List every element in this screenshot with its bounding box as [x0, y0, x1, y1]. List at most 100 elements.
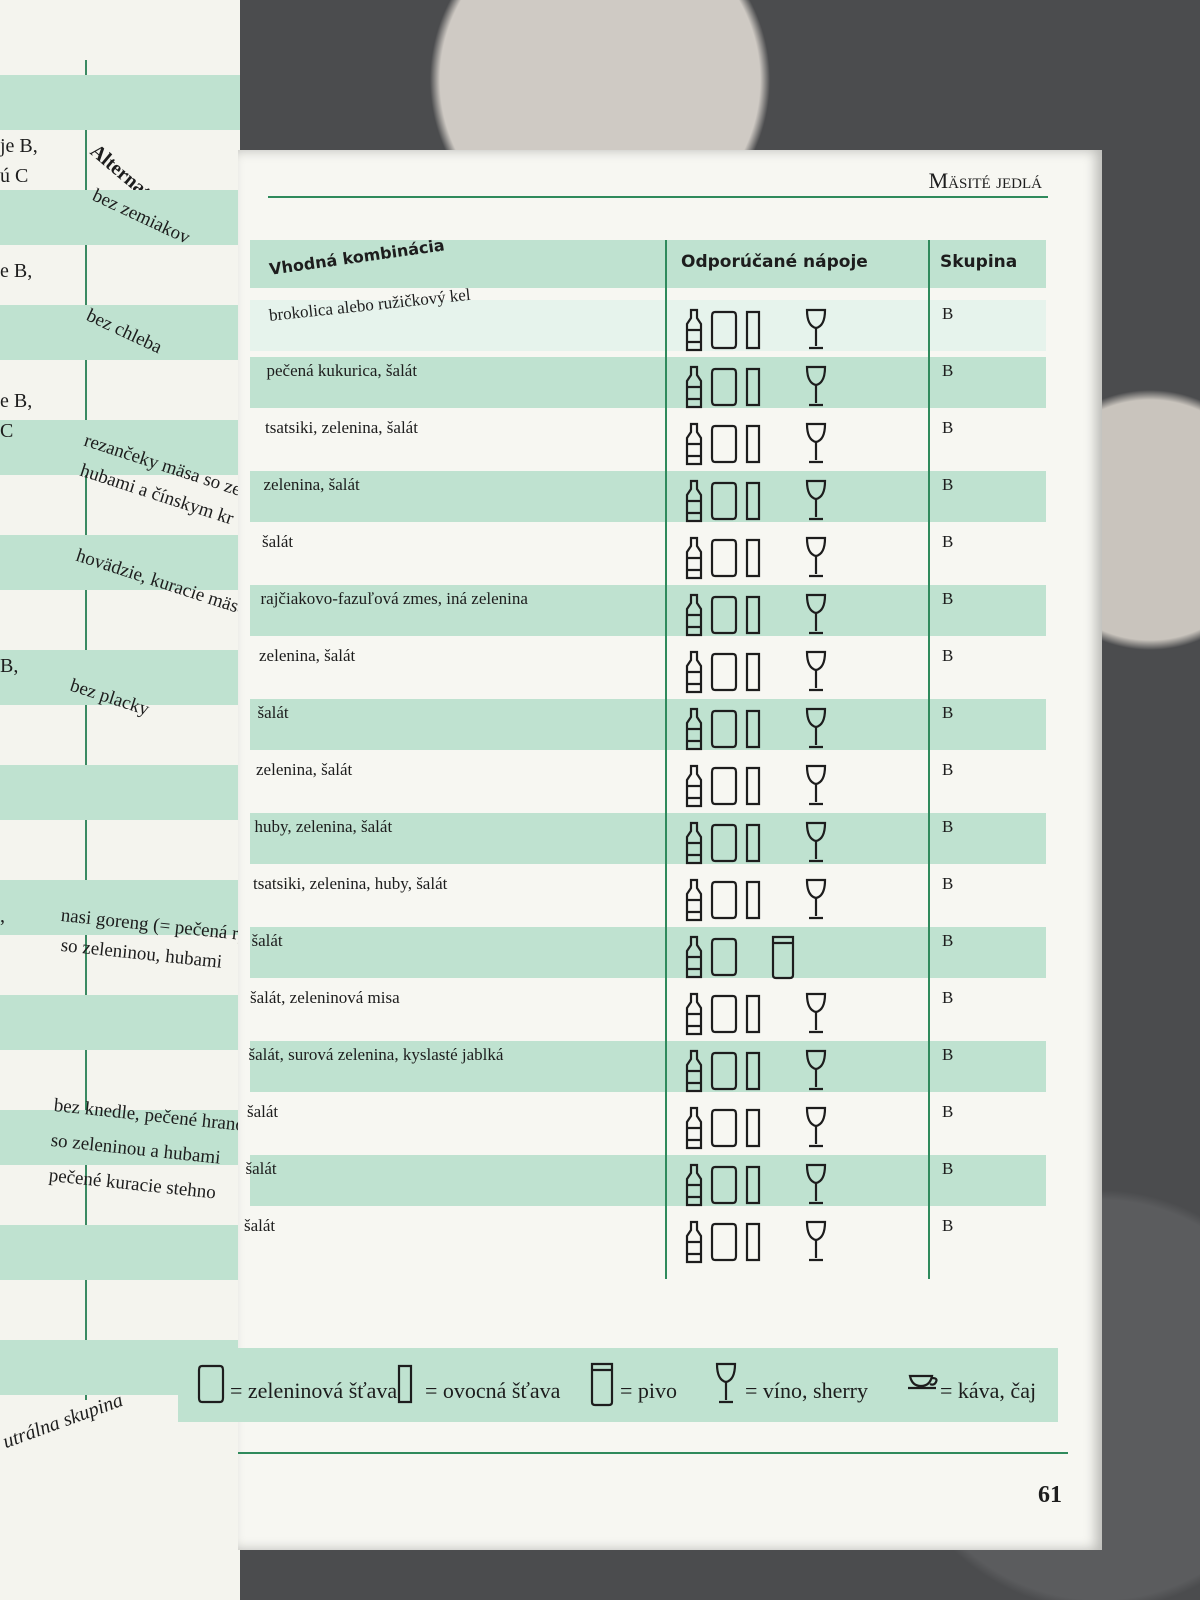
drink-icon [590, 1362, 614, 1407]
drink-icon [745, 310, 761, 350]
edge-text: , [0, 905, 5, 927]
row-stripe [250, 1155, 1046, 1206]
row-stripe [250, 813, 1046, 864]
drink-icon [805, 593, 827, 635]
drink-icon [685, 422, 703, 466]
row-stripe [250, 585, 1046, 636]
icon-outline [710, 766, 738, 806]
combination: šalát [257, 703, 289, 722]
row-stripe [250, 927, 1046, 978]
drink-icon [710, 709, 738, 749]
combination: zelenina, šalát [263, 475, 360, 494]
icon-outline [745, 424, 761, 464]
combination: zelenina, šalát [259, 646, 356, 665]
icon-outline [805, 365, 827, 407]
icon-outline [805, 1220, 827, 1262]
drink-icon [685, 821, 703, 865]
row-stripe [250, 1041, 1046, 1092]
icon-outline [710, 709, 738, 749]
drink-icon [685, 1163, 703, 1207]
combination: šalát [245, 1159, 277, 1178]
drink-icon [908, 1374, 938, 1390]
combination: šalát [247, 1102, 279, 1121]
group: B [942, 361, 954, 380]
drink-icon [805, 992, 827, 1034]
icon-outline [805, 536, 827, 578]
icon-outline [745, 1165, 761, 1205]
icon-outline [745, 1108, 761, 1148]
row-stripe [250, 357, 1046, 408]
stripe [0, 305, 240, 360]
icon-outline [805, 593, 827, 635]
icon-outline [745, 994, 761, 1034]
drink-icon [805, 1106, 827, 1148]
icon-outline [745, 310, 761, 350]
group: B [942, 475, 954, 494]
drink-icon [710, 1222, 738, 1262]
combination: šalát, surová zelenina, kyslasté jablká [248, 1045, 504, 1064]
stripe [0, 1225, 240, 1280]
edge-text: C [0, 420, 14, 442]
row-stripe [250, 471, 1046, 522]
icon-outline [710, 1165, 738, 1205]
edge-text: B, [0, 655, 19, 677]
combination: pečená kukurica, šalát [266, 361, 418, 380]
column-rule [85, 60, 87, 1400]
icon-outline [805, 1049, 827, 1091]
drink-icon [710, 367, 738, 407]
drink-icon [805, 1049, 827, 1091]
legend-label: = káva, čaj [940, 1378, 1037, 1403]
icon-outline [805, 878, 827, 920]
drink-icon [805, 536, 827, 578]
icon-outline [745, 481, 761, 521]
icon-outline [710, 1108, 738, 1148]
combination: tsatsiki, zelenina, huby, šalát [253, 874, 448, 893]
drink-icon [710, 1108, 738, 1148]
drink-icon [805, 764, 827, 806]
drink-icon [710, 481, 738, 521]
legend-label: = pivo [620, 1378, 678, 1403]
drink-icon [771, 935, 795, 980]
drink-icon [805, 650, 827, 692]
row-stripe [250, 699, 1046, 750]
icon-outline [805, 479, 827, 521]
icon-outline [715, 1362, 737, 1404]
group: B [942, 1045, 954, 1064]
drink-icon [805, 422, 827, 464]
icon-outline [745, 1051, 761, 1091]
drink-icon [745, 766, 761, 806]
drink-icon [805, 821, 827, 863]
column-header: Skupina [940, 252, 1018, 272]
drink-icon [685, 308, 703, 352]
combination: šalát [262, 532, 294, 551]
icon-outline [710, 994, 738, 1034]
icon-outline [710, 937, 738, 977]
drink-icon [710, 1051, 738, 1091]
icon-outline [745, 880, 761, 920]
footer-rule [238, 1452, 1068, 1454]
icon-outline [805, 992, 827, 1034]
icon-outline [710, 367, 738, 407]
right-page: Mäsité jedlá 61 Vhodná kombinácia Odporúč… [178, 150, 1102, 1550]
icon-outline [685, 992, 703, 1036]
drink-icon [685, 1049, 703, 1093]
legend-label: = zeleninová šťava [230, 1378, 398, 1403]
drink-icon [745, 424, 761, 464]
drink-icon [805, 1220, 827, 1262]
combination: šalát [244, 1216, 276, 1235]
drink-icon [745, 880, 761, 920]
icon-outline [745, 823, 761, 863]
drink-icon [745, 1165, 761, 1205]
icon-outline [805, 764, 827, 806]
drink-icon [805, 1163, 827, 1205]
legend-label: = ovocná šťava [425, 1378, 561, 1403]
stripe [0, 535, 240, 590]
drink-icon [685, 1106, 703, 1150]
drink-icon [710, 595, 738, 635]
icon-outline [745, 595, 761, 635]
icon-outline [710, 1222, 738, 1262]
drink-icon [710, 538, 738, 578]
icon-outline [710, 652, 738, 692]
icon-outline [745, 709, 761, 749]
